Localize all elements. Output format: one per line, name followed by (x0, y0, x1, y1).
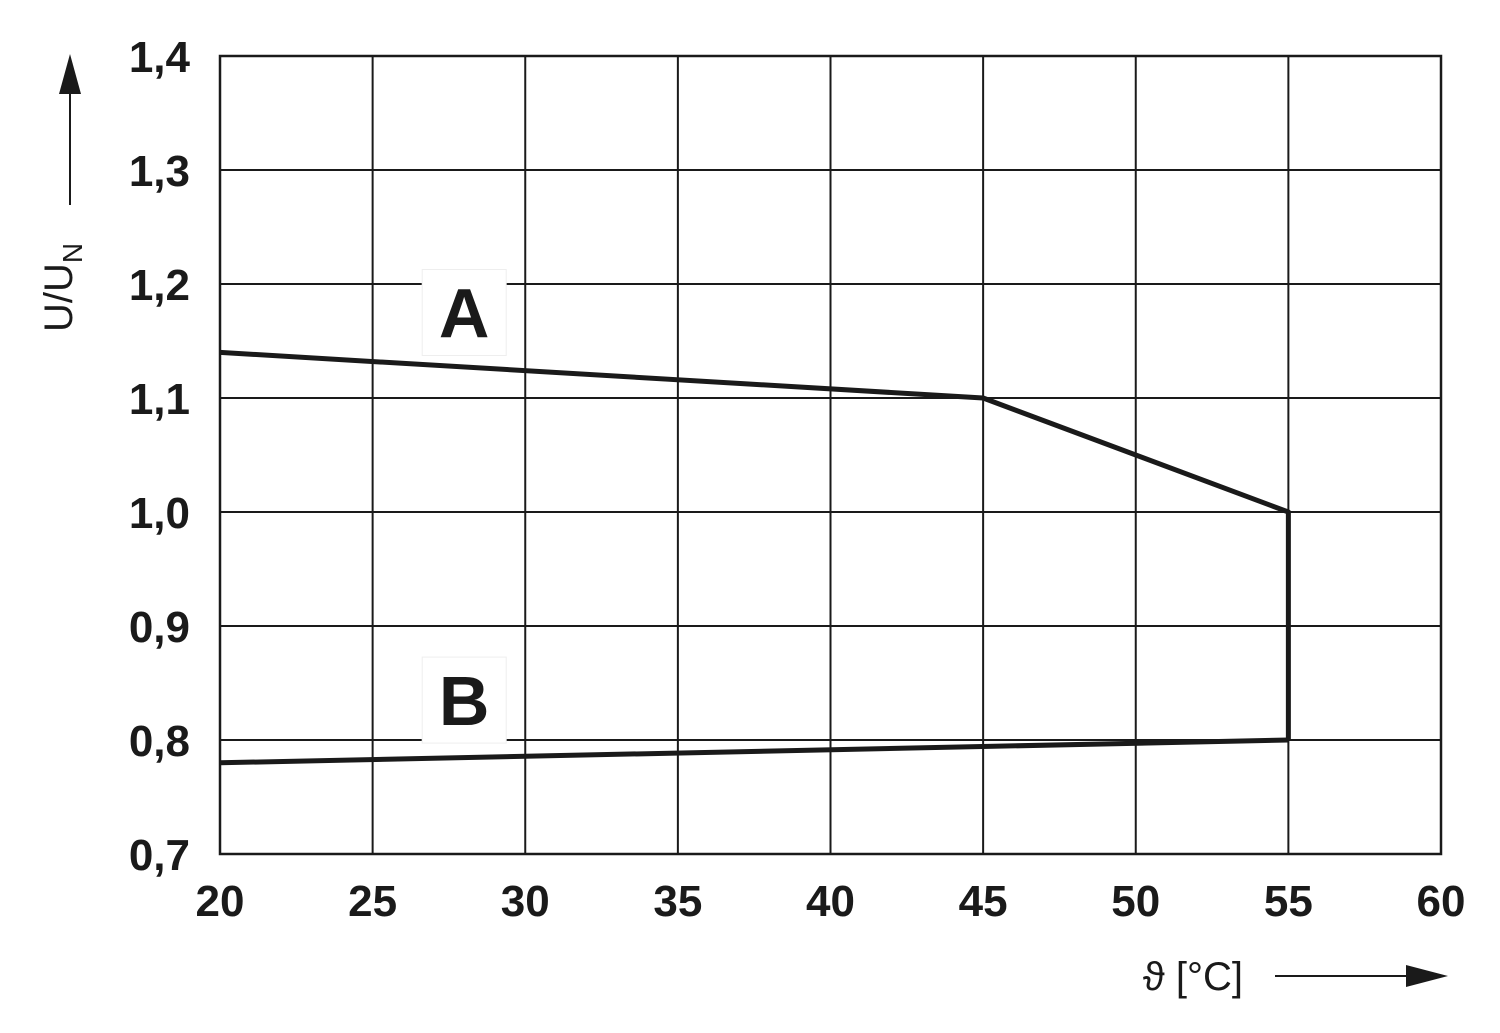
series-b-line (219, 737, 1289, 766)
x-tick-label: 60 (1417, 877, 1466, 926)
curve-label-box-a (421, 269, 507, 356)
x-tick-label: 30 (501, 877, 550, 926)
y-tick-label: 1,1 (129, 375, 190, 424)
y-tick-label: 1,4 (129, 33, 191, 82)
y-tick-label: 0,8 (129, 717, 190, 766)
y-tick-label: 0,7 (129, 831, 190, 880)
y-axis-label: U/UN (37, 243, 88, 332)
y-tick-label: 0,9 (129, 603, 190, 652)
x-tick-label: 20 (196, 877, 245, 926)
x-axis-arrow-head (1406, 965, 1448, 987)
y-tick-label: 1,3 (129, 147, 190, 196)
x-tick-label: 45 (959, 877, 1008, 926)
series-layer (219, 349, 1291, 766)
grid (218, 54, 1443, 856)
y-tick-label: 1,2 (129, 261, 190, 310)
curve-label-box-b (421, 656, 507, 744)
x-axis-label: ϑ [°C] (1143, 955, 1243, 999)
x-tick-label: 55 (1264, 877, 1313, 926)
x-tick-label: 35 (653, 877, 702, 926)
annotations: AB (421, 269, 507, 744)
plot-frame (218, 54, 1443, 856)
x-tick-label: 50 (1111, 877, 1160, 926)
x-tick-label: 25 (348, 877, 397, 926)
x-axis-ticks: 20 25 30 35 40 45 50 55 60 (196, 877, 1466, 926)
y-axis-label-group: U/UN (37, 54, 88, 332)
series-a-line (219, 349, 1291, 740)
y-tick-label: 1,0 (129, 489, 190, 538)
y-axis-arrow-head (59, 54, 81, 94)
y-axis-ticks: 0,7 0,8 0,9 1,0 1,1 1,2 1,3 1,4 (129, 33, 191, 880)
x-axis-label-group: ϑ [°C] (1143, 955, 1448, 999)
x-tick-label: 40 (806, 877, 855, 926)
curve-label-a: A (439, 275, 490, 353)
y-axis-label-subscript: N (57, 243, 88, 263)
curve-label-b: B (439, 662, 490, 740)
y-axis-label-main: U/U (37, 263, 81, 332)
